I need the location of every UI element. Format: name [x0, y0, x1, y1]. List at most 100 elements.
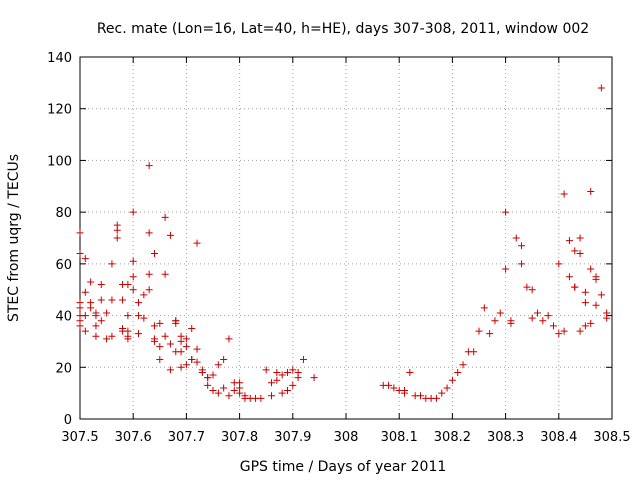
- data-point: [560, 190, 568, 198]
- data-point: [475, 327, 483, 335]
- x-tick-label: 307.7: [168, 430, 205, 445]
- data-point: [289, 366, 297, 374]
- data-point: [576, 250, 584, 258]
- data-point: [278, 371, 286, 379]
- x-tick-label: 308.4: [540, 430, 577, 445]
- data-point: [113, 234, 121, 242]
- data-point: [124, 281, 132, 289]
- data-point: [81, 327, 89, 335]
- data-point: [268, 392, 276, 400]
- data-point: [92, 309, 100, 317]
- data-point: [390, 384, 398, 392]
- data-point: [92, 332, 100, 340]
- data-point: [230, 387, 238, 395]
- data-point: [76, 250, 84, 258]
- data-point: [443, 384, 451, 392]
- data-point: [92, 322, 100, 330]
- data-point: [603, 309, 611, 317]
- data-point: [587, 265, 595, 273]
- data-point: [241, 392, 249, 400]
- data-point: [193, 345, 201, 353]
- data-point: [129, 273, 137, 281]
- x-tick-label: 307.5: [61, 430, 98, 445]
- data-point: [177, 348, 185, 356]
- data-point: [113, 221, 121, 229]
- data-point: [150, 337, 158, 345]
- data-point: [283, 387, 291, 395]
- data-point: [560, 327, 568, 335]
- data-point: [135, 312, 143, 320]
- data-point: [576, 327, 584, 335]
- data-point: [518, 242, 526, 250]
- data-point: [581, 299, 589, 307]
- y-tick-label: 100: [47, 154, 72, 169]
- data-point: [528, 314, 536, 322]
- data-point: [124, 327, 132, 335]
- data-point: [571, 283, 579, 291]
- x-tick-label: 308.2: [434, 430, 471, 445]
- y-tick-label: 80: [55, 206, 72, 221]
- data-point: [257, 394, 265, 402]
- data-point: [273, 376, 281, 384]
- data-point: [549, 322, 557, 330]
- data-point: [177, 363, 185, 371]
- x-tick-label: 308: [334, 430, 359, 445]
- data-point: [214, 361, 222, 369]
- data-point: [486, 330, 494, 338]
- data-point: [262, 366, 270, 374]
- data-point: [156, 319, 164, 327]
- data-point: [597, 84, 605, 92]
- data-point: [156, 356, 164, 364]
- data-point: [470, 348, 478, 356]
- data-point: [214, 389, 222, 397]
- data-point: [502, 265, 510, 273]
- data-point: [150, 250, 158, 258]
- data-point: [597, 291, 605, 299]
- data-point: [385, 381, 393, 389]
- x-tick-label: 307.9: [274, 430, 311, 445]
- data-point: [283, 368, 291, 376]
- x-tick-label: 307.6: [115, 430, 152, 445]
- data-point: [502, 208, 510, 216]
- data-point: [166, 340, 174, 348]
- data-point: [565, 273, 573, 281]
- y-tick-label: 60: [55, 258, 72, 273]
- data-point: [507, 319, 515, 327]
- data-point: [518, 260, 526, 268]
- data-point: [273, 368, 281, 376]
- data-point: [103, 309, 111, 317]
- data-point: [188, 325, 196, 332]
- data-point: [76, 304, 84, 312]
- data-point: [140, 314, 148, 322]
- data-point: [523, 283, 531, 291]
- data-point: [416, 392, 424, 400]
- data-point: [161, 270, 169, 278]
- data-point: [581, 322, 589, 330]
- x-tick-label: 308.5: [593, 430, 630, 445]
- data-point: [145, 270, 153, 278]
- data-point: [592, 273, 600, 281]
- data-point: [581, 288, 589, 296]
- x-tick-label: 308.3: [487, 430, 524, 445]
- data-point: [496, 309, 504, 317]
- data-point: [576, 234, 584, 242]
- data-point: [220, 384, 228, 392]
- y-tick-label: 40: [55, 310, 72, 325]
- x-axis-label: GPS time / Days of year 2011: [240, 459, 447, 475]
- data-point: [161, 332, 169, 340]
- data-point: [459, 361, 467, 369]
- data-point: [156, 343, 164, 351]
- data-point: [204, 374, 212, 382]
- data-point: [81, 255, 89, 263]
- data-point: [299, 356, 307, 364]
- y-tick-label: 140: [47, 51, 72, 66]
- x-tick-label: 308.1: [381, 430, 418, 445]
- data-point: [81, 312, 89, 320]
- data-point: [103, 335, 111, 343]
- data-point: [150, 322, 158, 330]
- data-point: [166, 231, 174, 239]
- data-point: [108, 332, 116, 340]
- data-point: [87, 278, 95, 286]
- data-point: [220, 356, 228, 364]
